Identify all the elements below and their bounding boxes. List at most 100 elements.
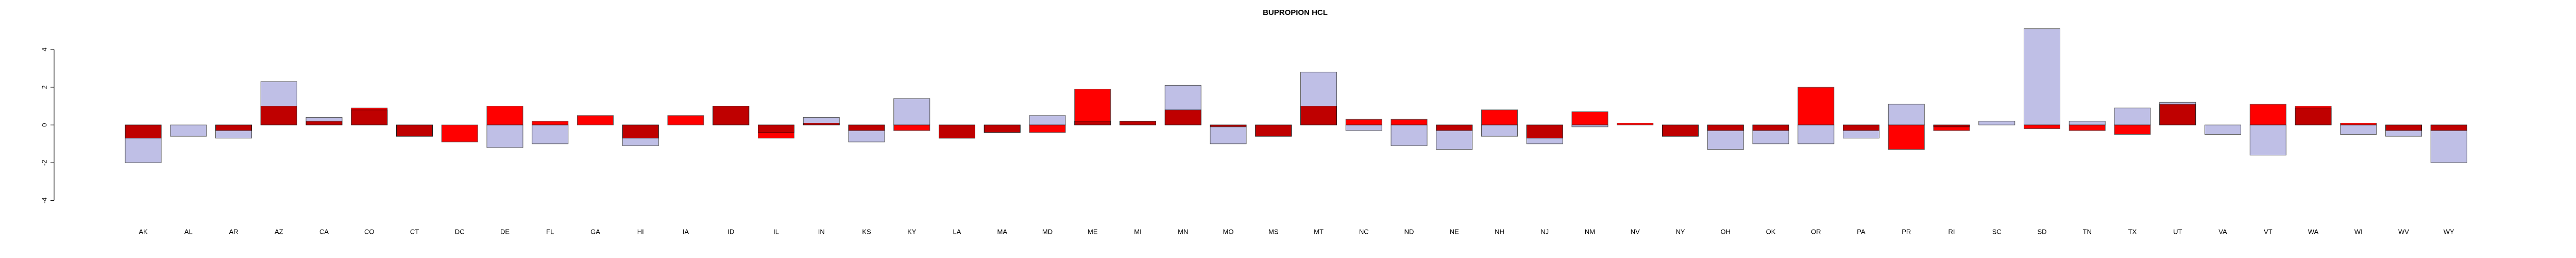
bar: [2249, 124, 2286, 156]
bar: [1571, 111, 1608, 125]
bar: [1933, 124, 1970, 131]
y-tick-label: -4: [40, 198, 48, 204]
bar: [939, 124, 975, 139]
bar: [2340, 124, 2377, 135]
bar: [2114, 107, 2151, 125]
bar: [532, 124, 569, 144]
x-tick-label: OK: [1766, 228, 1776, 235]
bar: [532, 121, 569, 125]
bar: [1210, 124, 1247, 127]
bar: [1843, 124, 1879, 131]
x-tick-label: NJ: [1540, 228, 1549, 235]
bar: [2205, 124, 2241, 135]
bar: [1436, 124, 1473, 131]
x-tick-label: OR: [1811, 228, 1821, 235]
bar: [1752, 124, 1789, 131]
bar: [1481, 124, 1518, 137]
x-tick-label: PA: [1857, 228, 1866, 235]
x-tick-label: OH: [1721, 228, 1731, 235]
x-tick-label: AR: [229, 228, 238, 235]
bar: [396, 124, 433, 137]
x-tick-label: LA: [953, 228, 961, 235]
bar: [2024, 28, 2060, 125]
chart-title: BUPROPION HCL: [1263, 8, 1328, 17]
x-tick-label: CT: [410, 228, 419, 235]
x-tick-label: GA: [590, 228, 600, 235]
x-tick-label: DE: [500, 228, 510, 235]
y-tick-label: -2: [40, 160, 48, 166]
bar: [1345, 119, 1382, 125]
bar: [306, 121, 343, 125]
bar: [1707, 124, 1744, 131]
x-tick-label: MO: [1223, 228, 1234, 235]
x-tick-label: ID: [727, 228, 734, 235]
x-tick-label: AK: [139, 228, 148, 235]
bar: [351, 107, 388, 125]
bar: [1074, 89, 1111, 125]
x-tick-label: HI: [637, 228, 644, 235]
bar: [803, 123, 840, 125]
x-tick-label: WI: [2354, 228, 2363, 235]
bar: [486, 124, 523, 148]
bar: [2295, 106, 2332, 125]
bar: [1210, 124, 1247, 144]
bar: [486, 106, 523, 125]
bar: [441, 124, 478, 142]
bar: [1029, 124, 1066, 133]
bar: [215, 124, 252, 131]
y-tick-label: 0: [40, 123, 48, 127]
x-tick-label: NV: [1631, 228, 1640, 235]
bar: [1345, 124, 1382, 131]
x-tick-label: VA: [2218, 228, 2227, 235]
bar: [622, 124, 659, 139]
bar: [1120, 121, 1156, 125]
x-tick-label: NE: [1450, 228, 1459, 235]
bar: [1391, 124, 1428, 146]
bar: [577, 115, 614, 125]
bar: [1391, 119, 1428, 125]
bar: [2114, 124, 2151, 135]
bar: [1300, 106, 1337, 125]
bar: [1888, 124, 1925, 150]
bar: [1255, 124, 1292, 137]
x-tick-label: CO: [364, 228, 375, 235]
bar: [1798, 124, 1835, 144]
x-tick-label: IA: [683, 228, 689, 235]
x-tick-label: KY: [907, 228, 917, 235]
x-tick-label: MD: [1042, 228, 1053, 235]
bar: [1481, 109, 1518, 125]
bar: [2159, 104, 2196, 125]
x-tick-label: TN: [2083, 228, 2092, 235]
x-tick-label: TX: [2128, 228, 2137, 235]
bar: [2069, 124, 2106, 131]
bar: [2430, 124, 2467, 163]
x-tick-label: NC: [1359, 228, 1369, 235]
bar: [2024, 124, 2060, 129]
x-tick-label: WY: [2444, 228, 2454, 235]
bar: [758, 124, 794, 139]
bar: [1617, 123, 1654, 125]
y-tick-label: 4: [40, 47, 48, 51]
bar: [2385, 124, 2422, 131]
bar: [1571, 124, 1608, 127]
x-tick-label: SC: [1992, 228, 2002, 235]
bar: [1662, 124, 1699, 137]
bar: [1526, 124, 1563, 139]
bar: [1164, 109, 1201, 125]
x-tick-label: MS: [1268, 228, 1279, 235]
bar: [713, 106, 750, 125]
x-tick-label: MA: [997, 228, 1008, 235]
x-tick-label: AL: [184, 228, 193, 235]
x-tick-label: IL: [773, 228, 779, 235]
x-tick-label: UT: [2173, 228, 2182, 235]
x-tick-label: VT: [2264, 228, 2273, 235]
bar: [848, 124, 885, 131]
y-tick-label: 2: [40, 85, 48, 89]
x-tick-label: AZ: [275, 228, 283, 235]
bar: [667, 115, 704, 125]
x-tick-label: WV: [2398, 228, 2409, 235]
x-tick-label: MI: [1134, 228, 1141, 235]
bar: [1888, 104, 1925, 125]
